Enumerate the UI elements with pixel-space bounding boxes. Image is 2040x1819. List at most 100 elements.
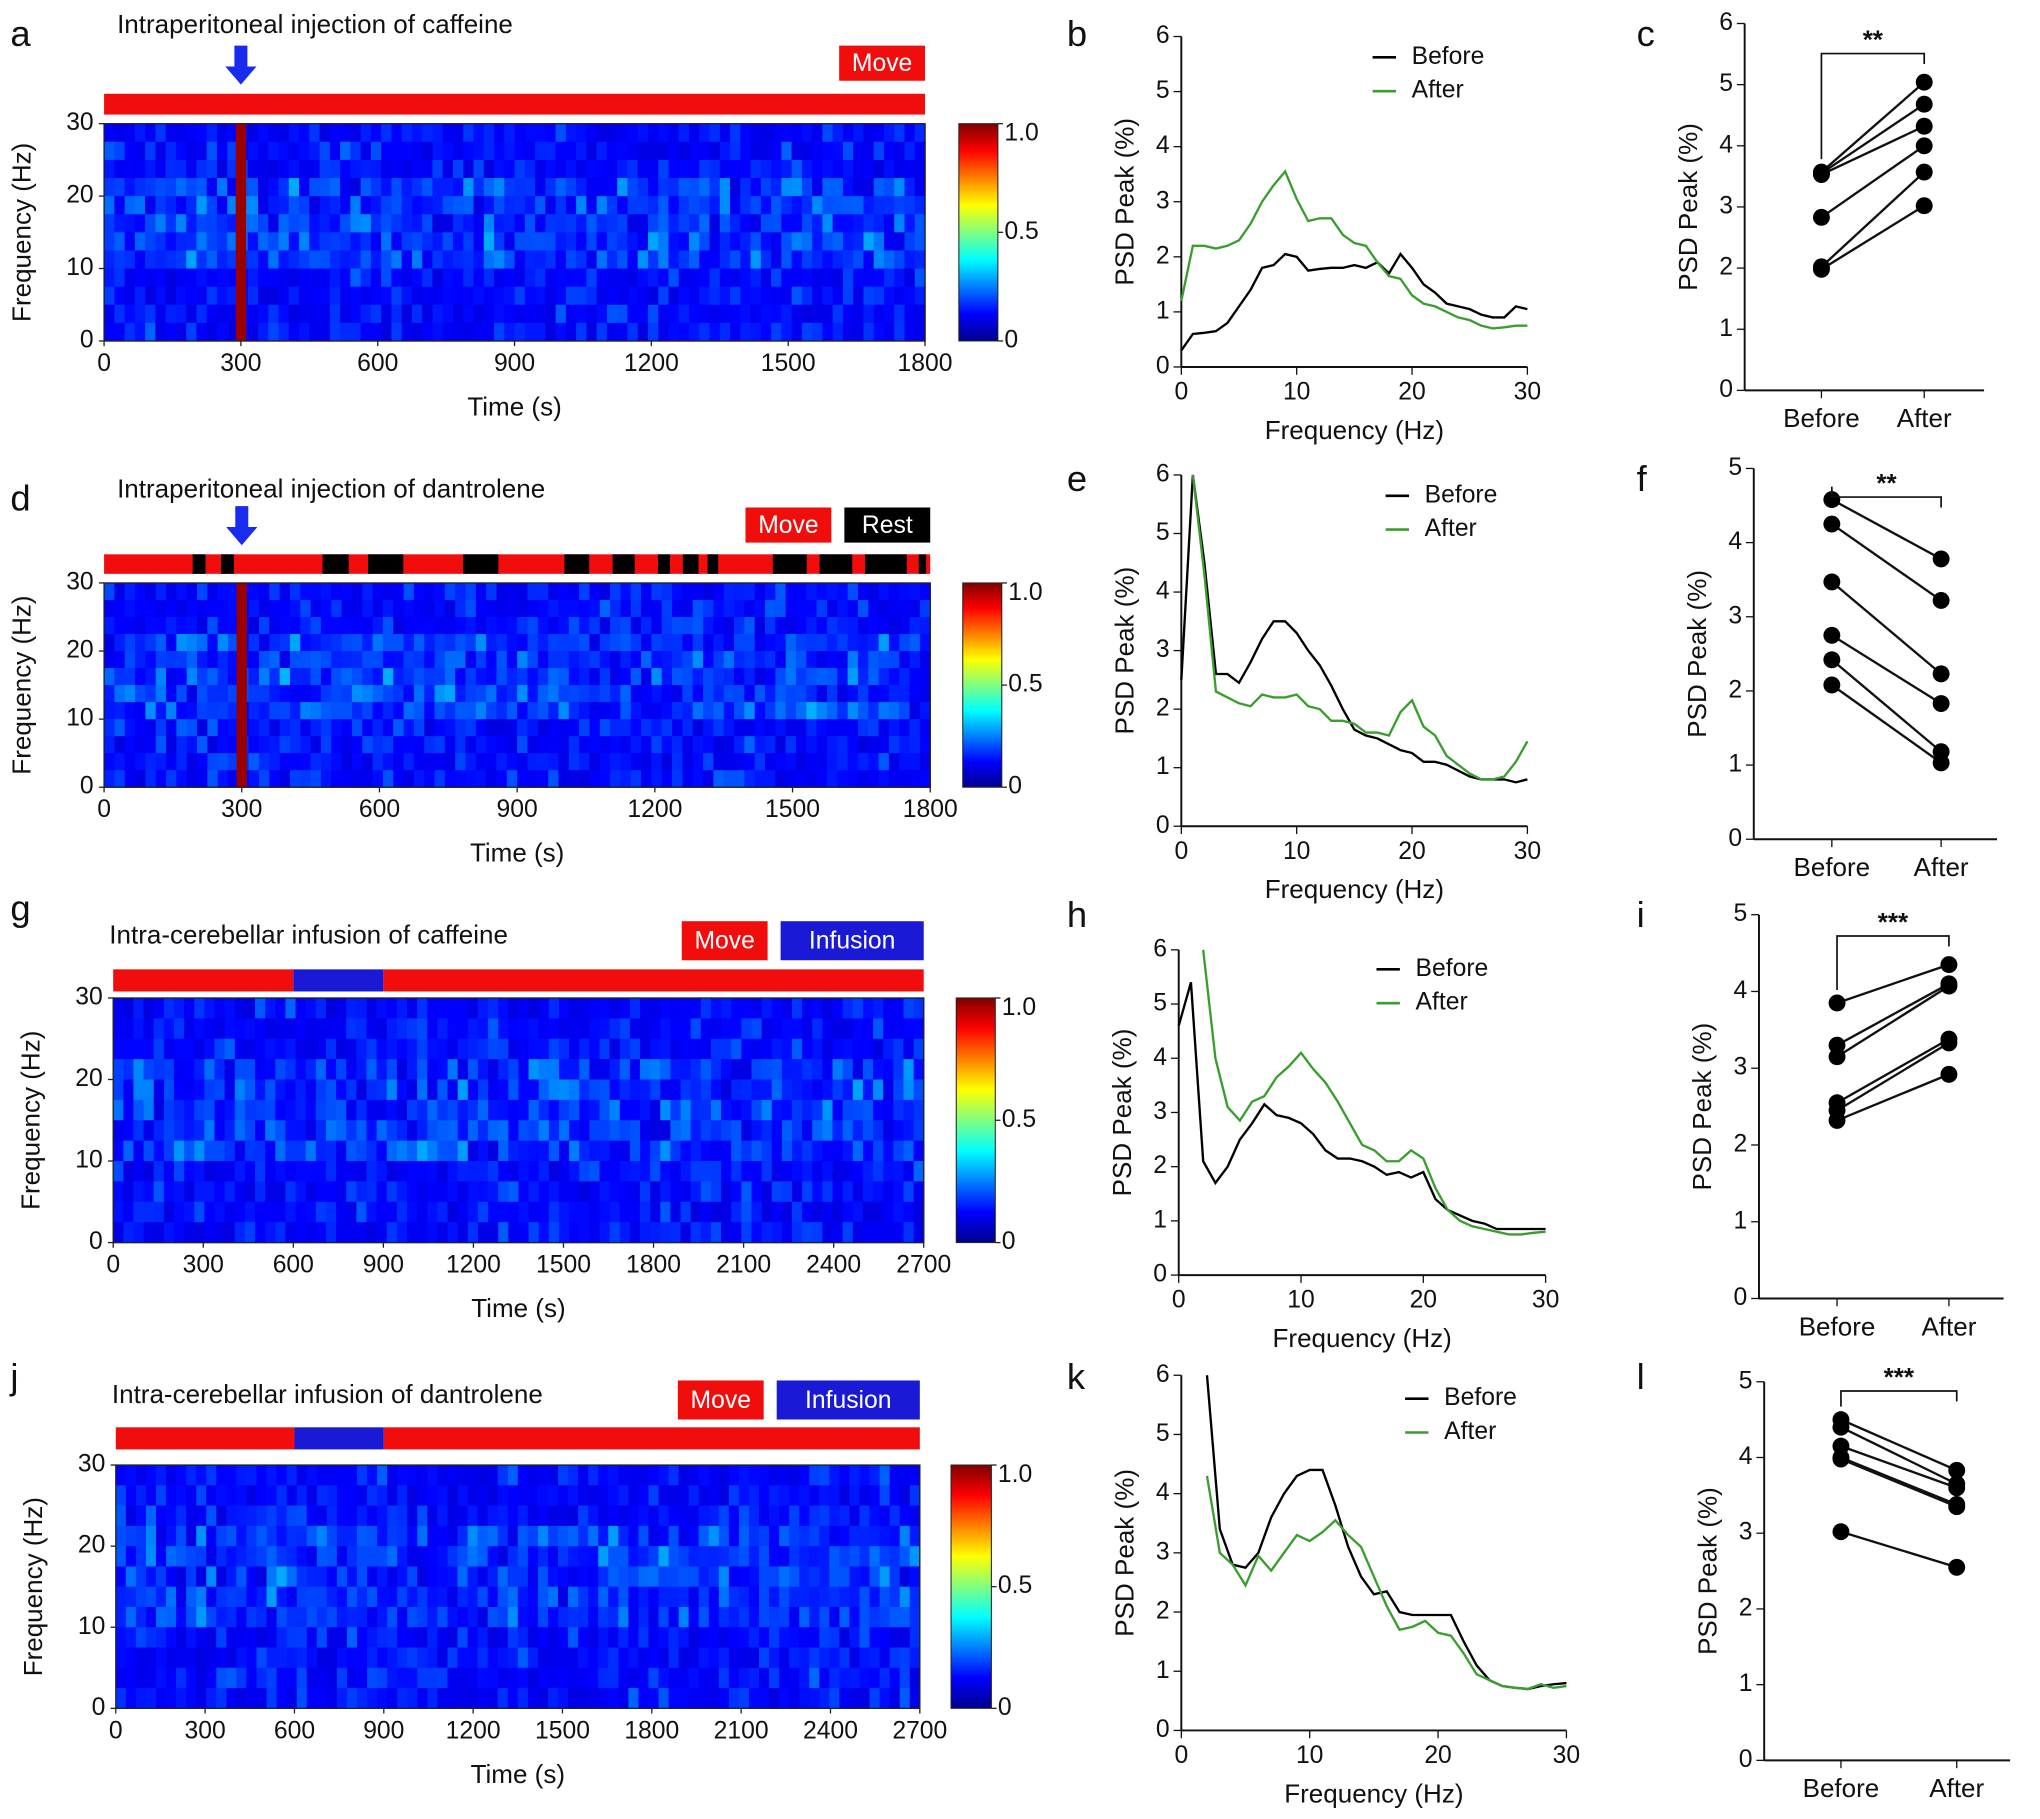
spectrogram-cell xyxy=(246,1586,258,1608)
spectrogram-cell xyxy=(463,214,475,233)
spectrogram-cell xyxy=(114,322,126,342)
spectrogram-cell xyxy=(904,123,916,143)
spectrogram-cell xyxy=(268,286,280,306)
spectrogram-cell xyxy=(123,1099,135,1121)
spectrogram-cell xyxy=(547,1485,559,1507)
spectrogram-cell xyxy=(437,1038,449,1060)
spectrogram-cell xyxy=(496,599,508,618)
spectrogram-cell xyxy=(285,1120,297,1142)
spectrogram-cell xyxy=(124,123,136,143)
spectrogram-cell xyxy=(477,1465,489,1486)
spectrogram-cell xyxy=(437,1627,449,1649)
legend-label: Before xyxy=(1425,481,1498,508)
spectrogram-cell xyxy=(842,268,854,288)
spectrogram-cell xyxy=(434,719,446,737)
spectrogram-cell xyxy=(279,616,291,635)
spectrogram-cell xyxy=(486,770,498,788)
spectrogram-cell xyxy=(610,685,622,703)
spectrogram-cell xyxy=(579,634,591,652)
spectrogram-cell xyxy=(135,770,147,788)
spectrogram-cell xyxy=(682,719,694,737)
spectrogram-cell xyxy=(638,1485,650,1507)
spectrogram-cell xyxy=(826,702,838,720)
spectrogram-cell xyxy=(781,123,793,143)
spectrogram-cell xyxy=(909,736,921,754)
spectrogram-cell xyxy=(620,719,632,737)
spectrogram-cell xyxy=(744,616,756,635)
spectrogram-cell xyxy=(393,736,405,754)
spectrogram-cell xyxy=(576,322,588,342)
spectrogram-cell xyxy=(568,753,580,771)
spectrogram-cell xyxy=(265,1140,276,1162)
spectrogram-cell xyxy=(744,651,756,669)
spectrogram-cell xyxy=(236,1627,248,1649)
spectrogram-cell xyxy=(153,1140,165,1162)
spectrogram-cell xyxy=(822,1018,834,1040)
spectrogram-cell xyxy=(228,599,239,618)
spectrogram-cell xyxy=(217,599,229,618)
spectrogram-cell xyxy=(609,1079,621,1101)
spectrogram-cell xyxy=(709,214,721,233)
spectrogram-cell xyxy=(155,1627,167,1649)
spectrogram-cell xyxy=(781,1079,793,1101)
spectrogram-cell xyxy=(310,634,322,652)
spectrogram-cell xyxy=(255,1222,266,1244)
spectrogram-cell xyxy=(517,770,529,788)
spectrogram-cell xyxy=(849,1546,861,1568)
spectrogram-cell xyxy=(680,1140,692,1162)
panel-title: Intraperitoneal injection of caffeine xyxy=(117,9,513,39)
spectrogram-cell xyxy=(467,1566,479,1588)
spectrogram-cell xyxy=(447,1059,459,1081)
spectrogram-cell xyxy=(857,702,869,720)
spectrogram-cell xyxy=(447,1140,459,1162)
subject-dot xyxy=(1932,591,1950,609)
spectrogram-cell xyxy=(341,702,353,720)
spectrogram-cell xyxy=(145,1647,157,1669)
spectrogram-cell xyxy=(186,178,198,197)
spectrogram-cell xyxy=(740,232,752,252)
spectrogram-cell xyxy=(738,1688,750,1709)
spectrogram-cell xyxy=(514,159,526,179)
x-tick-label: 600 xyxy=(357,350,398,377)
spectrogram-cell xyxy=(903,1079,915,1101)
spectrogram-cell xyxy=(296,1586,308,1608)
spectrogram-cell xyxy=(894,304,906,324)
spectrogram-cell xyxy=(285,1222,297,1244)
spectrogram-cell xyxy=(278,159,290,179)
spectrogram-cell xyxy=(628,1525,640,1547)
significance-label: ** xyxy=(1876,468,1897,498)
spectrogram-cell xyxy=(795,582,807,601)
spectrogram-cell xyxy=(629,1099,641,1121)
spectrogram-cell xyxy=(350,214,362,233)
spectrogram-cell xyxy=(206,1586,217,1608)
spectrogram-cell xyxy=(387,1566,398,1588)
spectrogram-cell xyxy=(134,159,146,179)
spectrogram-cell xyxy=(795,719,807,737)
spectrogram-cell xyxy=(206,1606,217,1628)
spectrogram-cell xyxy=(407,1546,418,1568)
y-tick-label: 6 xyxy=(1153,935,1167,962)
spectrogram-cell xyxy=(718,1647,730,1669)
spectrogram-cell xyxy=(699,214,711,233)
spectrogram-cell xyxy=(801,123,813,143)
spectrogram-cell xyxy=(135,1606,147,1628)
spectrogram-cell xyxy=(698,1546,710,1568)
spectrogram-cell xyxy=(299,250,310,270)
spectrogram-cell xyxy=(618,1667,630,1689)
y-tick-label: 6 xyxy=(1156,460,1170,487)
spectrogram-cell xyxy=(723,685,735,703)
spectrogram-cell xyxy=(331,668,343,686)
spectrogram-cell xyxy=(104,736,116,754)
spectrogram-cell xyxy=(145,1525,157,1547)
spectrogram-cell xyxy=(437,997,449,1020)
spectrogram-cell xyxy=(558,1161,570,1183)
spectrogram-cell xyxy=(598,1465,609,1486)
spectrogram-cell xyxy=(217,634,229,652)
spectrogram-frame xyxy=(112,997,925,1244)
spectrogram-cell xyxy=(637,178,649,197)
spectrogram-cell xyxy=(598,1566,609,1588)
spectrogram-cell xyxy=(852,1222,864,1244)
spectrogram-cell xyxy=(269,582,281,601)
spectrogram-cell xyxy=(387,1546,398,1568)
spectrogram-cell xyxy=(849,1485,861,1507)
